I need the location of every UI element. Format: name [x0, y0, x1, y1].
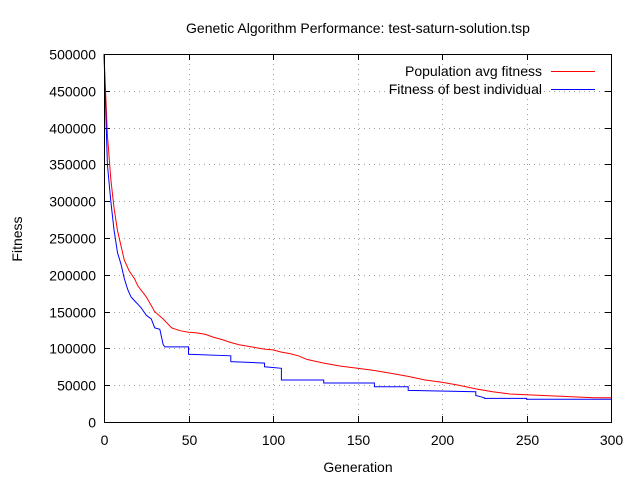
axis-ticks: 0 50000 100000 150000 200000 250000 300000 3500… — [49, 47, 623, 449]
y-tick-label: 400000 — [49, 121, 96, 137]
y-tick-label: 250000 — [49, 231, 96, 247]
x-tick-label: 300 — [600, 432, 624, 448]
legend-label: Fitness of best individual — [389, 81, 542, 97]
y-tick-label: 100000 — [49, 341, 96, 357]
series-line-2 — [103, 53, 611, 400]
y-tick-label: 150000 — [49, 305, 96, 321]
x-axis-title: Generation — [323, 459, 392, 475]
x-tick-label: 0 — [101, 432, 109, 448]
y-tick-label: 200000 — [49, 268, 96, 284]
legend: Population avg fitness Fitness of best in… — [389, 63, 595, 97]
y-tick-label: 0 — [88, 415, 96, 431]
y-tick-label: 450000 — [49, 84, 96, 100]
chart-title: Genetic Algorithm Performance: test-satu… — [186, 20, 530, 36]
y-tick-label: 50000 — [57, 378, 96, 394]
x-tick-label: 250 — [516, 432, 540, 448]
plot-frame — [104, 54, 612, 423]
x-tick-label: 200 — [431, 432, 455, 448]
series-layer — [103, 53, 611, 400]
y-tick-label: 300000 — [49, 194, 96, 210]
legend-label: Population avg fitness — [405, 63, 542, 79]
series-line-1 — [103, 53, 611, 399]
x-tick-label: 100 — [262, 432, 286, 448]
grid — [104, 54, 611, 422]
y-tick-label: 500000 — [49, 47, 96, 63]
y-axis-title: Fitness — [9, 216, 25, 261]
x-tick-label: 50 — [182, 432, 198, 448]
y-tick-label: 350000 — [49, 157, 96, 173]
x-tick-label: 150 — [347, 432, 371, 448]
